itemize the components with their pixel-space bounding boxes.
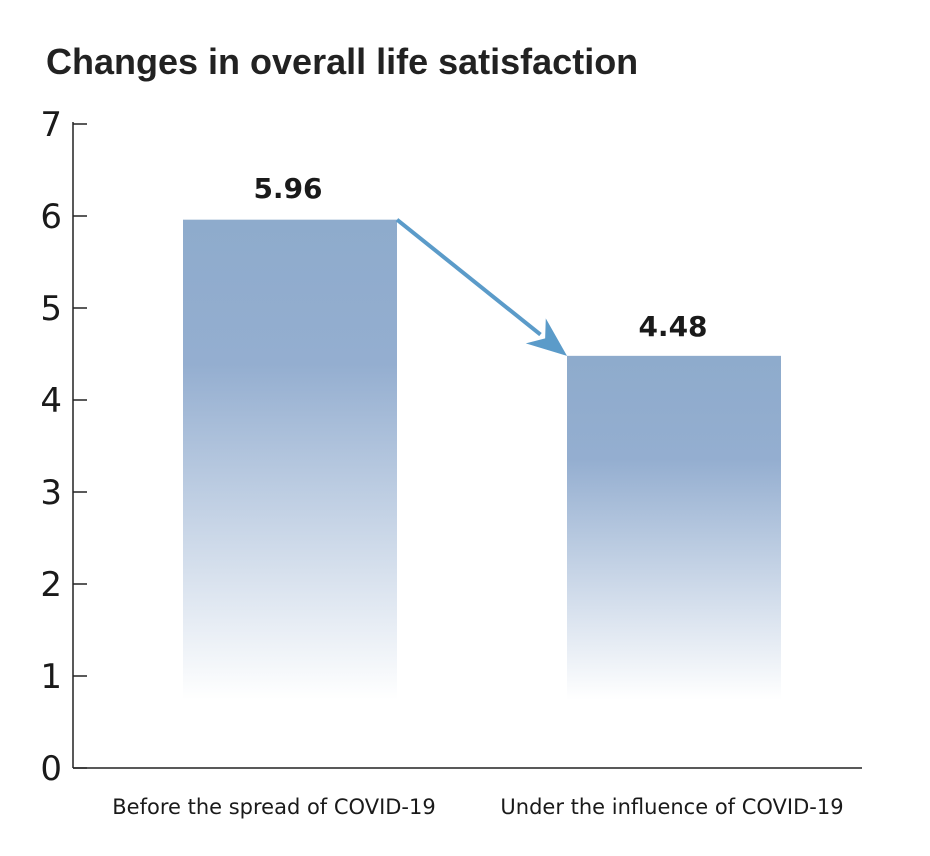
y-tick-label: 1 — [40, 657, 62, 697]
arrow-head — [525, 318, 567, 356]
y-tick-label: 7 — [40, 105, 62, 145]
category-label-under: Under the influence of COVID-19 — [500, 795, 843, 819]
y-tick-label: 2 — [40, 565, 62, 605]
arrow-shaft — [395, 218, 542, 337]
y-ticks-group: 0 1 2 3 4 5 6 7 — [40, 105, 87, 789]
value-label-under: 4.48 — [638, 310, 707, 343]
y-tick-label: 5 — [40, 289, 62, 329]
bars-group — [183, 219, 781, 700]
trend-arrow-group — [395, 218, 567, 356]
category-label-before: Before the spread of COVID-19 — [112, 795, 435, 819]
bar-before — [183, 219, 397, 700]
y-tick-label: 3 — [40, 473, 62, 513]
value-label-before: 5.96 — [253, 172, 322, 205]
bar-under — [567, 355, 781, 700]
y-tick-label: 6 — [40, 197, 62, 237]
y-tick-label: 4 — [40, 381, 62, 421]
chart-title: Changes in overall life satisfaction — [46, 41, 638, 82]
y-tick-label: 0 — [40, 749, 62, 789]
